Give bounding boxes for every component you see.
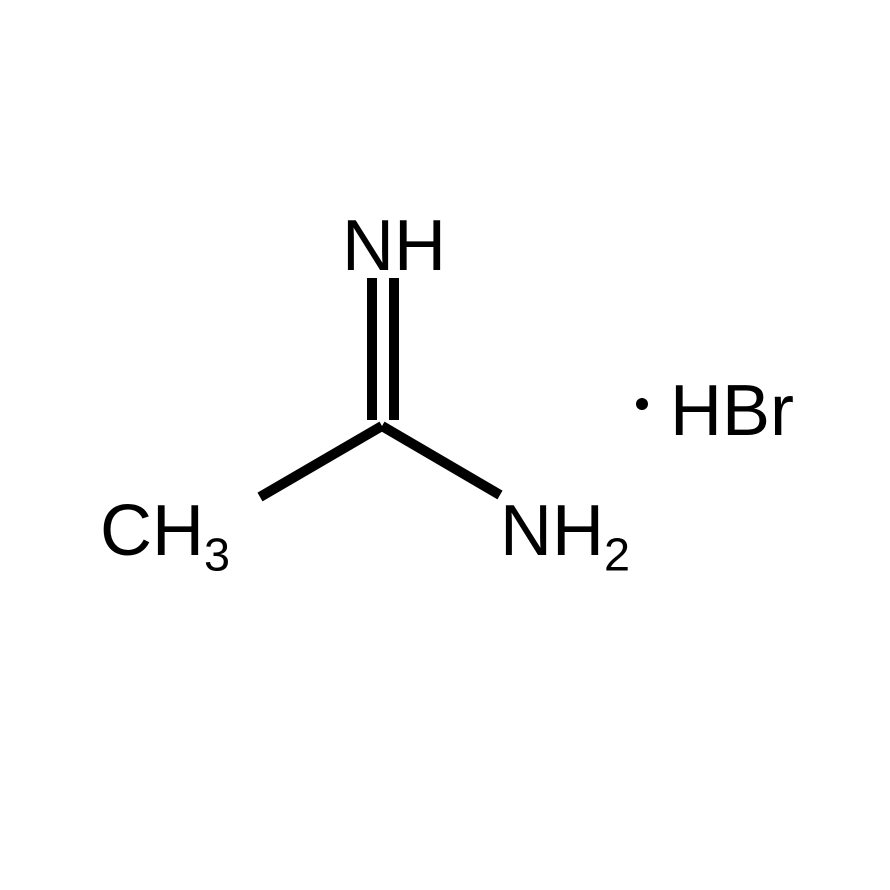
chemical-structure-canvas: CH3 NH NH2 HBr [0, 0, 890, 890]
atom-nh2: NH2 [500, 490, 630, 572]
atom-ch3: CH3 [100, 490, 230, 572]
bond-c-nh2 [382, 426, 500, 495]
salt-label: HBr [670, 370, 794, 452]
atom-nh: NH [342, 205, 446, 287]
bond-ch3-c [260, 426, 382, 497]
salt-dot [636, 398, 648, 410]
